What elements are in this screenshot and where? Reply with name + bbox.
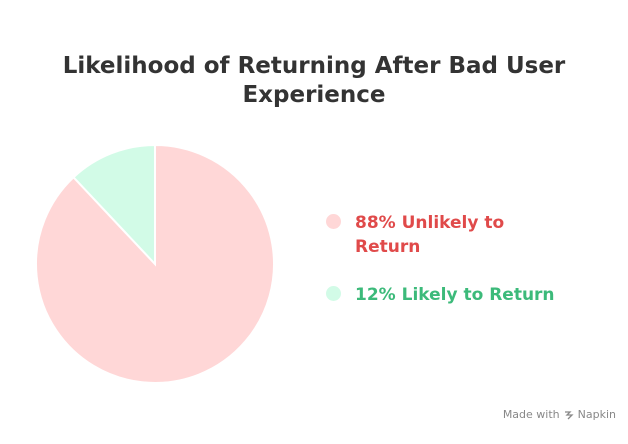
legend-swatch: [326, 214, 341, 229]
credit-prefix: Made with: [502, 408, 560, 421]
legend-item: 12% Likely to Return: [326, 283, 555, 307]
legend-label: 88% Unlikely to Return: [355, 213, 505, 257]
legend-item: 88% Unlikely to Return: [326, 211, 555, 259]
brand-icon: [564, 410, 574, 419]
legend-label: 12% Likely to Return: [355, 285, 555, 305]
chart-title: Likelihood of Returning After Bad User E…: [62, 53, 566, 108]
pie-slice: [35, 143, 275, 384]
credit-brand: Napkin: [577, 408, 616, 421]
credit: Made with Napkin: [503, 408, 616, 421]
pie-slice: [72, 143, 156, 267]
legend-swatch: [326, 286, 341, 301]
